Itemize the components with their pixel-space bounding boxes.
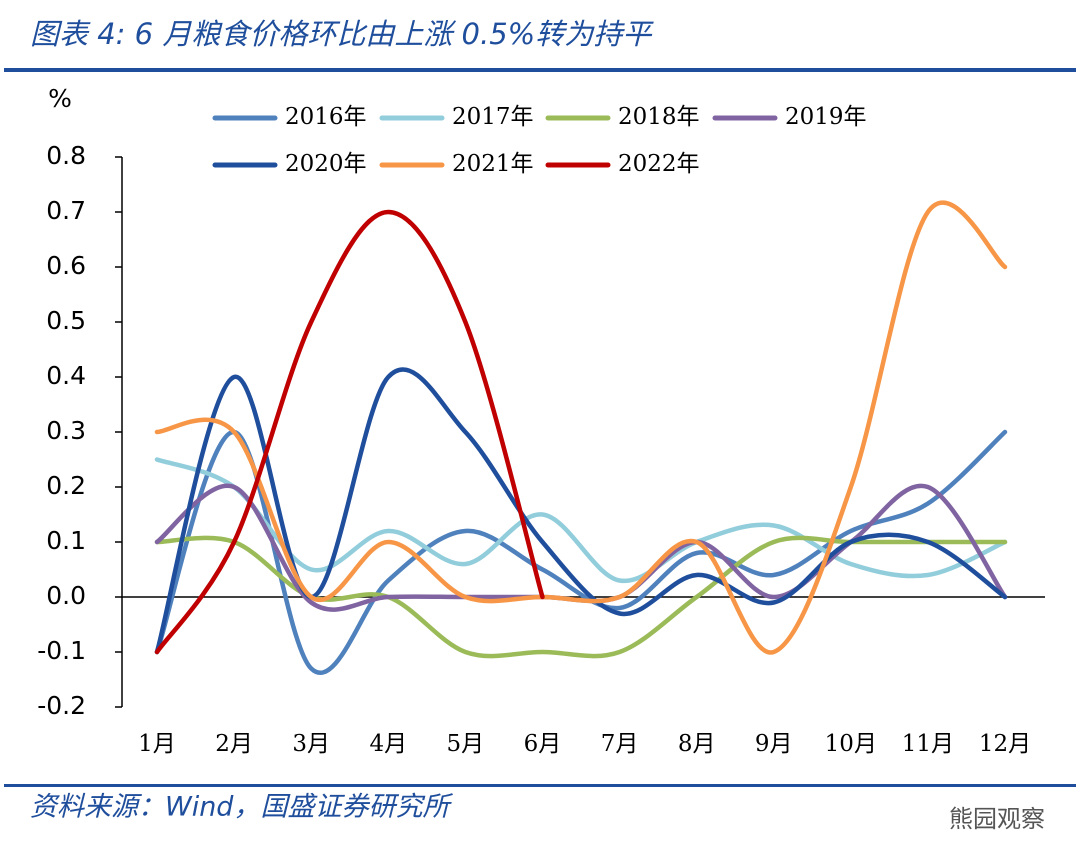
series-line (154, 209, 545, 655)
chart-title: 图表 4: 6 月粮食价格环比由上涨 0.5%转为持平 (30, 17, 654, 51)
x-tick-label: 2月 (215, 731, 253, 757)
y-tick-label: 0.8 (46, 141, 86, 170)
top-rule (4, 68, 1076, 72)
y-tick-label: 0.3 (46, 416, 86, 445)
x-tick-label: 8月 (678, 731, 716, 757)
y-tick-label: 0.1 (46, 526, 86, 555)
bottom-rule (4, 784, 1076, 787)
y-tick-label: -0.2 (37, 691, 86, 720)
y-tick-label: 0.5 (46, 306, 86, 335)
series-line (154, 367, 1008, 655)
legend-label: 2019年 (785, 104, 867, 130)
watermark: 熊园观察 (949, 805, 1045, 833)
y-tick-label: 0.6 (46, 251, 86, 280)
x-tick-label: 4月 (369, 731, 407, 757)
x-tick-label: 6月 (524, 731, 562, 757)
legend-label: 2021年 (452, 151, 534, 177)
x-tick-label: 12月 (979, 731, 1031, 757)
y-tick-label: -0.1 (37, 636, 86, 665)
legend-label: 2020年 (285, 151, 367, 177)
legend-label: 2022年 (618, 151, 700, 177)
x-tick-label: 7月 (601, 731, 639, 757)
source: 资料来源：Wind，国盛证券研究所 (30, 792, 453, 823)
x-tick-label: 3月 (292, 731, 330, 757)
x-tick-label: 1月 (138, 731, 176, 757)
legend-label: 2016年 (285, 104, 367, 130)
series-line (154, 457, 1008, 584)
x-tick-label: 11月 (902, 731, 954, 757)
y-tick-label: 0.4 (46, 361, 86, 390)
x-tick-label: 9月 (755, 731, 793, 757)
x-tick-label: 10月 (825, 731, 877, 757)
legend-label: 2017年 (452, 104, 534, 130)
y-axis-label: % (48, 84, 72, 113)
y-tick-label: 0.0 (46, 581, 86, 610)
series-line (154, 200, 1008, 655)
y-tick-label: 0.7 (46, 196, 86, 225)
x-tick-label: 5月 (447, 731, 485, 757)
legend-label: 2018年 (618, 104, 700, 130)
series-line (154, 429, 1008, 675)
y-tick-label: 0.2 (46, 471, 86, 500)
